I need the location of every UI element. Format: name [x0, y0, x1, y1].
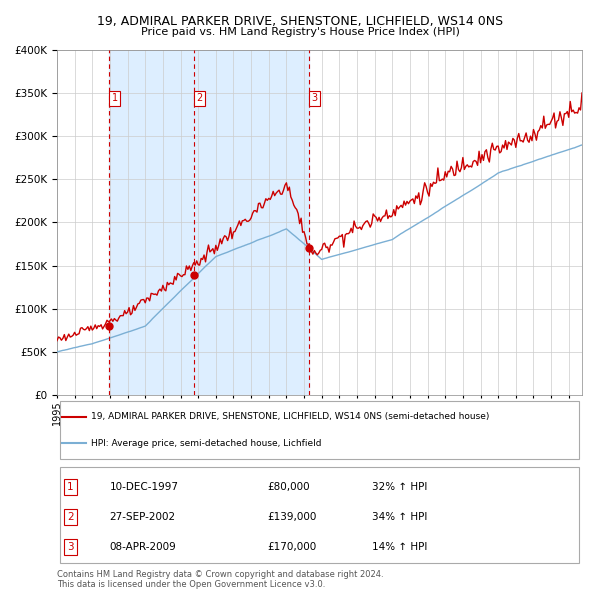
- Text: 32% ↑ HPI: 32% ↑ HPI: [372, 482, 427, 492]
- FancyBboxPatch shape: [59, 467, 580, 563]
- Text: 14% ↑ HPI: 14% ↑ HPI: [372, 542, 427, 552]
- Text: 3: 3: [311, 93, 317, 103]
- Bar: [109, 50, 194, 395]
- Bar: [194, 50, 309, 395]
- Text: Price paid vs. HM Land Registry's House Price Index (HPI): Price paid vs. HM Land Registry's House …: [140, 27, 460, 37]
- Text: 1: 1: [112, 93, 118, 103]
- Text: 3: 3: [67, 542, 73, 552]
- Text: £170,000: £170,000: [267, 542, 316, 552]
- Text: 2: 2: [67, 512, 73, 522]
- Text: 08-APR-2009: 08-APR-2009: [110, 542, 176, 552]
- Text: 19, ADMIRAL PARKER DRIVE, SHENSTONE, LICHFIELD, WS14 0NS: 19, ADMIRAL PARKER DRIVE, SHENSTONE, LIC…: [97, 15, 503, 28]
- Text: 34% ↑ HPI: 34% ↑ HPI: [372, 512, 427, 522]
- Text: 10-DEC-1997: 10-DEC-1997: [110, 482, 179, 492]
- FancyBboxPatch shape: [59, 401, 580, 459]
- Text: 19, ADMIRAL PARKER DRIVE, SHENSTONE, LICHFIELD, WS14 0NS (semi-detached house): 19, ADMIRAL PARKER DRIVE, SHENSTONE, LIC…: [91, 412, 490, 421]
- Text: 1: 1: [67, 482, 73, 492]
- Text: 27-SEP-2002: 27-SEP-2002: [110, 512, 176, 522]
- Text: 2: 2: [196, 93, 202, 103]
- Text: HPI: Average price, semi-detached house, Lichfield: HPI: Average price, semi-detached house,…: [91, 439, 322, 448]
- Text: Contains HM Land Registry data © Crown copyright and database right 2024.
This d: Contains HM Land Registry data © Crown c…: [57, 570, 383, 589]
- Text: £139,000: £139,000: [267, 512, 316, 522]
- Text: £80,000: £80,000: [267, 482, 310, 492]
